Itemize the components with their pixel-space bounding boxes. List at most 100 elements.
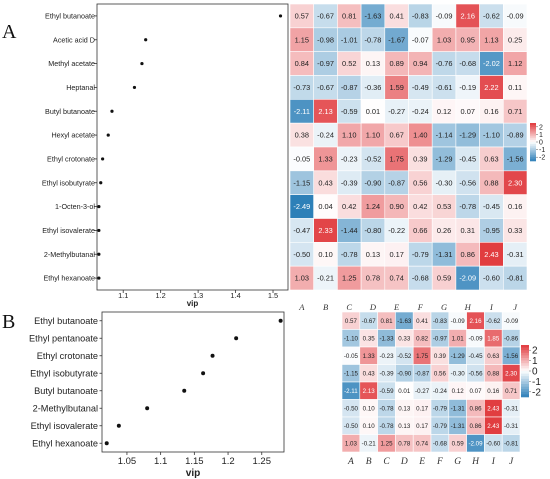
heatmap-column-label: D	[369, 302, 377, 312]
heatmap-cell-label: 0.90	[389, 202, 403, 211]
heatmap-cell-label: 0.13	[366, 59, 380, 68]
heatmap-cell-label: -1.29	[459, 131, 476, 140]
heatmap-cell-label: 0.31	[461, 226, 475, 235]
heatmap-cell-label: 0.39	[413, 155, 427, 164]
heatmap-cell-label: 0.07	[469, 388, 482, 395]
heatmap-cell-label: -0.95	[483, 226, 500, 235]
heatmap-cell-label: -1.31	[436, 250, 453, 259]
vip-point	[110, 109, 114, 113]
heatmap-cell-label: -0.05	[293, 155, 310, 164]
heatmap-cell-label: -0.09	[468, 335, 483, 342]
vip-point	[278, 318, 283, 323]
heatmap-cell-label: 0.71	[508, 107, 522, 116]
heatmap-cell-label: 0.41	[389, 12, 403, 21]
heatmap-cell-label: 0.04	[318, 202, 332, 211]
heatmap-cell-label: 0.66	[413, 226, 427, 235]
row-label: Hexyl acetate	[51, 131, 95, 140]
heatmap-cell-label: -0.56	[459, 178, 476, 187]
heatmap-cell-label: -0.59	[379, 388, 394, 395]
heatmap-cell-label: 0.17	[416, 405, 429, 412]
legend-gradient-step	[530, 136, 536, 139]
heatmap-cell-label: 0.95	[461, 35, 475, 44]
heatmap-cell-label: 1.03	[345, 440, 358, 447]
vip-point	[97, 204, 101, 209]
legend-gradient-step	[530, 142, 536, 145]
heatmap-cell-label: -0.56	[468, 370, 483, 377]
legend-gradient-step	[521, 376, 529, 380]
heatmap-cell-label: -0.09	[451, 318, 466, 325]
heatmap-cell-label: 1.13	[484, 35, 498, 44]
legend-gradient-step	[530, 128, 536, 131]
heatmap-cell-label: -0.68	[433, 440, 448, 447]
heatmap-cell-label: 1.33	[318, 155, 332, 164]
heatmap-cell-label: -0.50	[344, 423, 359, 430]
row-label: Ethyl isobutyrate	[42, 178, 95, 187]
legend-gradient-step	[530, 138, 536, 141]
heatmap-column-label: H	[471, 457, 480, 467]
legend-tick-label: 0	[539, 139, 543, 146]
heatmap-cell-label: -0.97	[317, 59, 334, 68]
legend-gradient-step	[521, 386, 529, 390]
legend-gradient-step	[521, 345, 529, 348]
heatmap-cell-label: -0.52	[397, 353, 412, 360]
vip-point	[132, 85, 137, 90]
heatmap-cell-label: 2.22	[484, 83, 498, 92]
heatmap-cell-label: -1.29	[436, 155, 453, 164]
vip-point	[210, 353, 215, 358]
legend-gradient-step	[521, 381, 529, 385]
heatmap-cell-label: 1.03	[437, 35, 451, 44]
heatmap-cell-label: 0.13	[398, 405, 411, 412]
heatmap-cell-label: 1.85	[487, 335, 500, 342]
heatmap-cell-label: 0.25	[508, 35, 522, 44]
legend-gradient-step	[521, 378, 529, 382]
heatmap-cell-label: -0.87	[341, 83, 358, 92]
heatmap-cell-label: 0.42	[413, 202, 427, 211]
legend-tick-label: 1	[532, 356, 538, 367]
heatmap-cell-label: -0.81	[504, 440, 519, 447]
vip-plot-frame	[101, 311, 285, 453]
heatmap-cell	[501, 434, 521, 453]
heatmap-cell-label: 0.12	[437, 107, 451, 116]
heatmap-cell-label: 0.38	[295, 131, 309, 140]
heatmap-cell-label: -0.23	[341, 155, 358, 164]
vip-point	[201, 371, 206, 376]
heatmap-cell-label: -0.31	[504, 405, 519, 412]
heatmap-column-label: I	[489, 302, 494, 312]
panel-letter: B	[2, 311, 15, 333]
heatmap-cell-label: -1.01	[341, 35, 358, 44]
heatmap-cell-label: 0.53	[437, 202, 451, 211]
row-label: Ethyl isobutyrate	[30, 368, 98, 378]
heatmap-cell-label: -0.98	[317, 35, 334, 44]
vip-point	[97, 252, 101, 256]
heatmap-cell-label: -0.27	[388, 107, 405, 116]
heatmap-cell-label: 0.43	[363, 370, 376, 377]
heatmap-column-label: E	[418, 457, 425, 467]
row-label: 1-Octen-3-ol	[55, 202, 95, 211]
heatmap-cell-label: -0.67	[362, 318, 377, 325]
heatmap-cell-label: -0.78	[459, 202, 476, 211]
legend-gradient-step	[521, 347, 529, 351]
heatmap-cell-label: -0.39	[341, 178, 358, 187]
heatmap-cell-label: -2.09	[459, 274, 476, 283]
vip-point	[140, 61, 144, 66]
heatmap-cell-label: 2.33	[318, 226, 332, 235]
heatmap-cell-label: -1.10	[483, 131, 500, 140]
legend-gradient-step	[530, 159, 536, 162]
row-label: Acetic acid D	[53, 35, 95, 44]
vip-point	[234, 336, 239, 341]
heatmap-cell-label: -0.79	[433, 423, 448, 430]
heatmap-cell-label: -0.62	[483, 12, 500, 21]
heatmap-cell-label: 1.33	[363, 353, 376, 360]
legend-gradient-step	[530, 134, 536, 137]
heatmap-cell-label: 0.56	[413, 178, 427, 187]
heatmap-column-label: J	[509, 457, 514, 467]
row-label: Ethyl isovalerate	[31, 421, 98, 431]
heatmap-cell-label: -1.10	[344, 335, 359, 342]
row-label: Ethyl hexanoate	[32, 438, 98, 448]
legend-gradient-step	[521, 384, 529, 387]
heatmap-cell-label: -0.52	[365, 155, 382, 164]
heatmap-column-label: A	[298, 302, 305, 312]
x-tick-label: 1.1	[154, 456, 167, 467]
heatmap-cell-label: -0.86	[504, 335, 519, 342]
heatmap-cell-label: 0.13	[366, 250, 380, 259]
